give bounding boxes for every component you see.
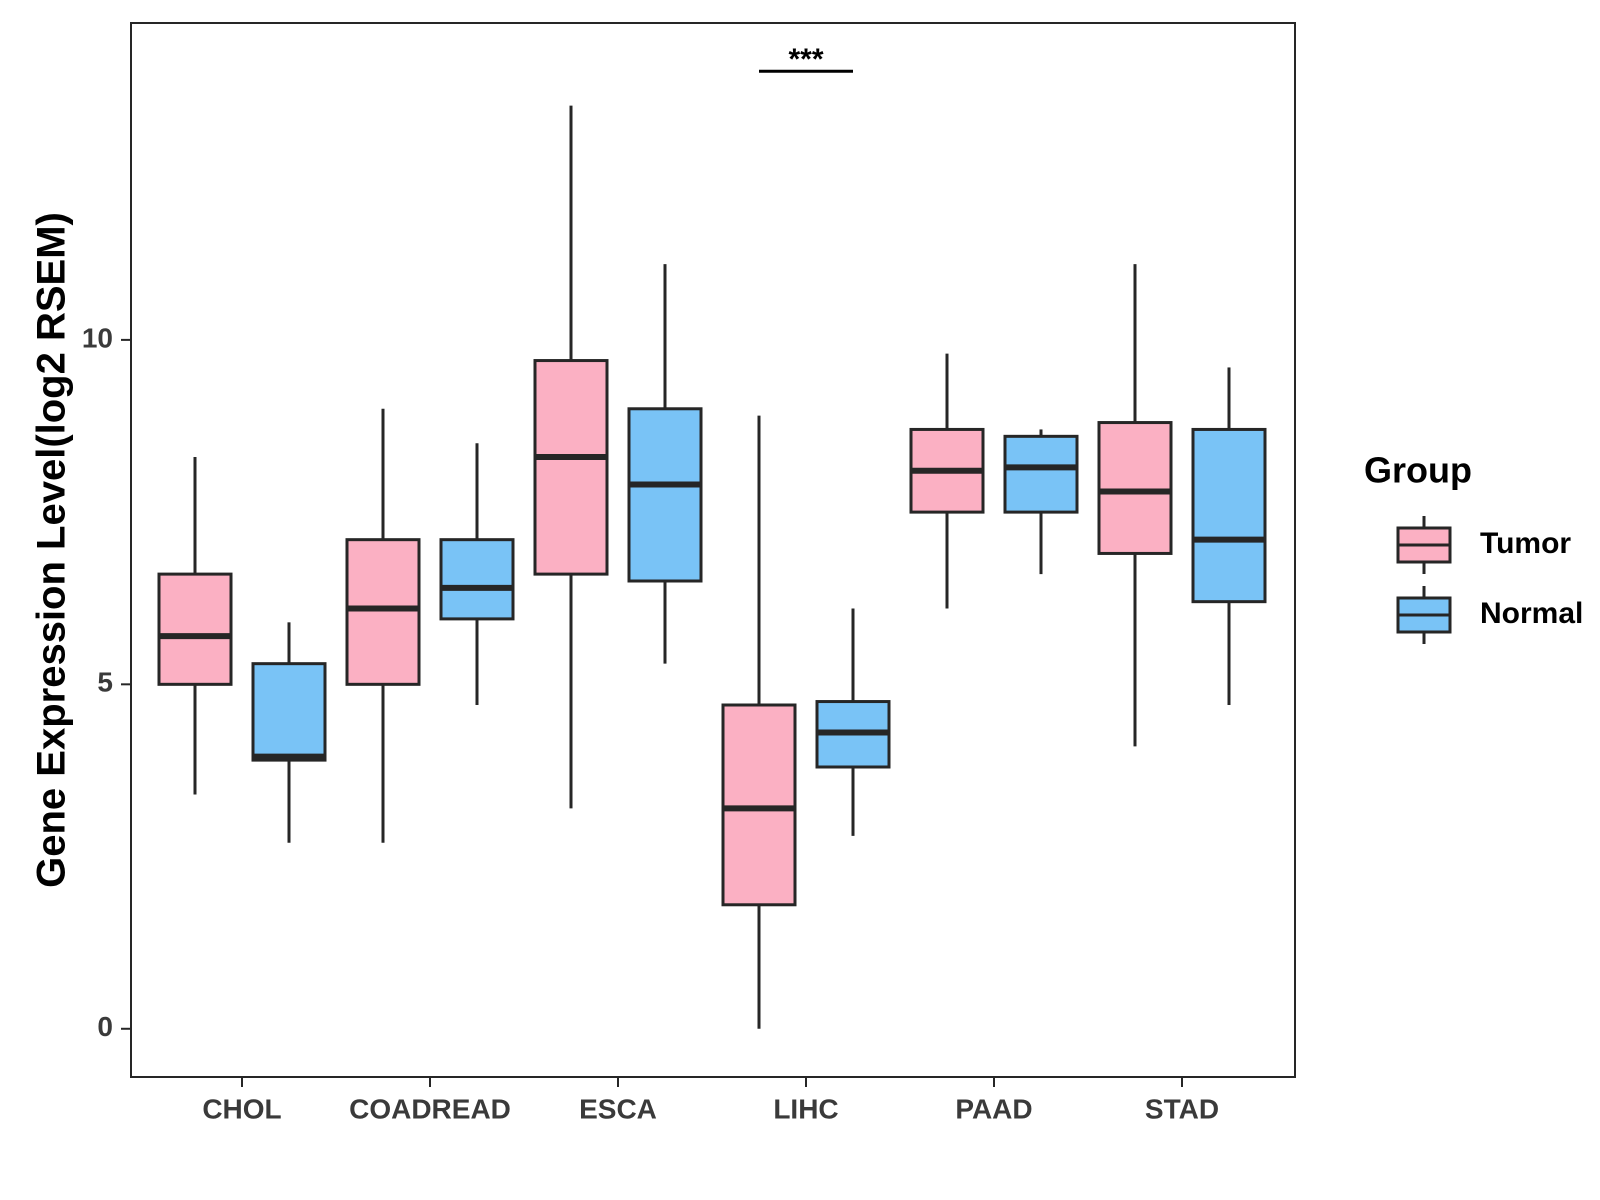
iqr-box [1191,427,1267,604]
x-tick-label-lihc: LIHC [773,1093,838,1124]
box-normal-paad [1003,429,1079,575]
iqr-box [157,572,233,686]
box-normal-coadread [439,443,515,705]
box-series [157,105,1267,1029]
box-tumor-paad [909,353,985,609]
legend-label: Normal [1480,597,1583,630]
legend-title: Group [1364,450,1472,491]
iqr-box [251,662,327,762]
significance-annotations: *** [759,43,853,76]
box-tumor-stad [1097,264,1173,747]
x-tick-label-stad: STAD [1145,1093,1219,1124]
y-tick-label: 10 [82,322,113,353]
x-axis: CHOL COADREAD ESCA LIHC PAAD STAD [202,1077,1219,1124]
significance-label: *** [788,43,823,76]
iqr-box [533,359,609,576]
iqr-box [439,538,515,621]
legend-item-normal: Normal [1396,586,1583,644]
box-tumor-lihc [721,415,797,1029]
legend-label: Tumor [1480,527,1571,560]
box-tumor-esca [533,105,609,809]
y-axis: 0 5 10 [82,322,131,1042]
box-normal-esca [627,264,703,664]
box-normal-stad [1191,367,1267,705]
y-axis-title: Gene Expression Level(log2 RSEM) [30,212,74,888]
iqr-box [345,538,421,686]
iqr-box [1003,434,1079,514]
box-tumor-chol [157,457,233,795]
legend: Group Tumor Normal [1364,450,1583,644]
box-normal-lihc [815,608,891,836]
x-tick-label-coadread: COADREAD [349,1093,511,1124]
box-normal-chol [251,622,327,843]
iqr-box [627,407,703,583]
box-tumor-coadread [345,408,421,843]
x-tick-label-chol: CHOL [202,1093,281,1124]
iqr-box [721,703,797,907]
y-tick-label: 5 [97,667,113,698]
legend-item-tumor: Tumor [1396,516,1571,574]
y-tick-label: 0 [97,1011,113,1042]
x-tick-label-esca: ESCA [579,1093,657,1124]
x-tick-label-paad: PAAD [955,1093,1032,1124]
iqr-box [1097,421,1173,555]
